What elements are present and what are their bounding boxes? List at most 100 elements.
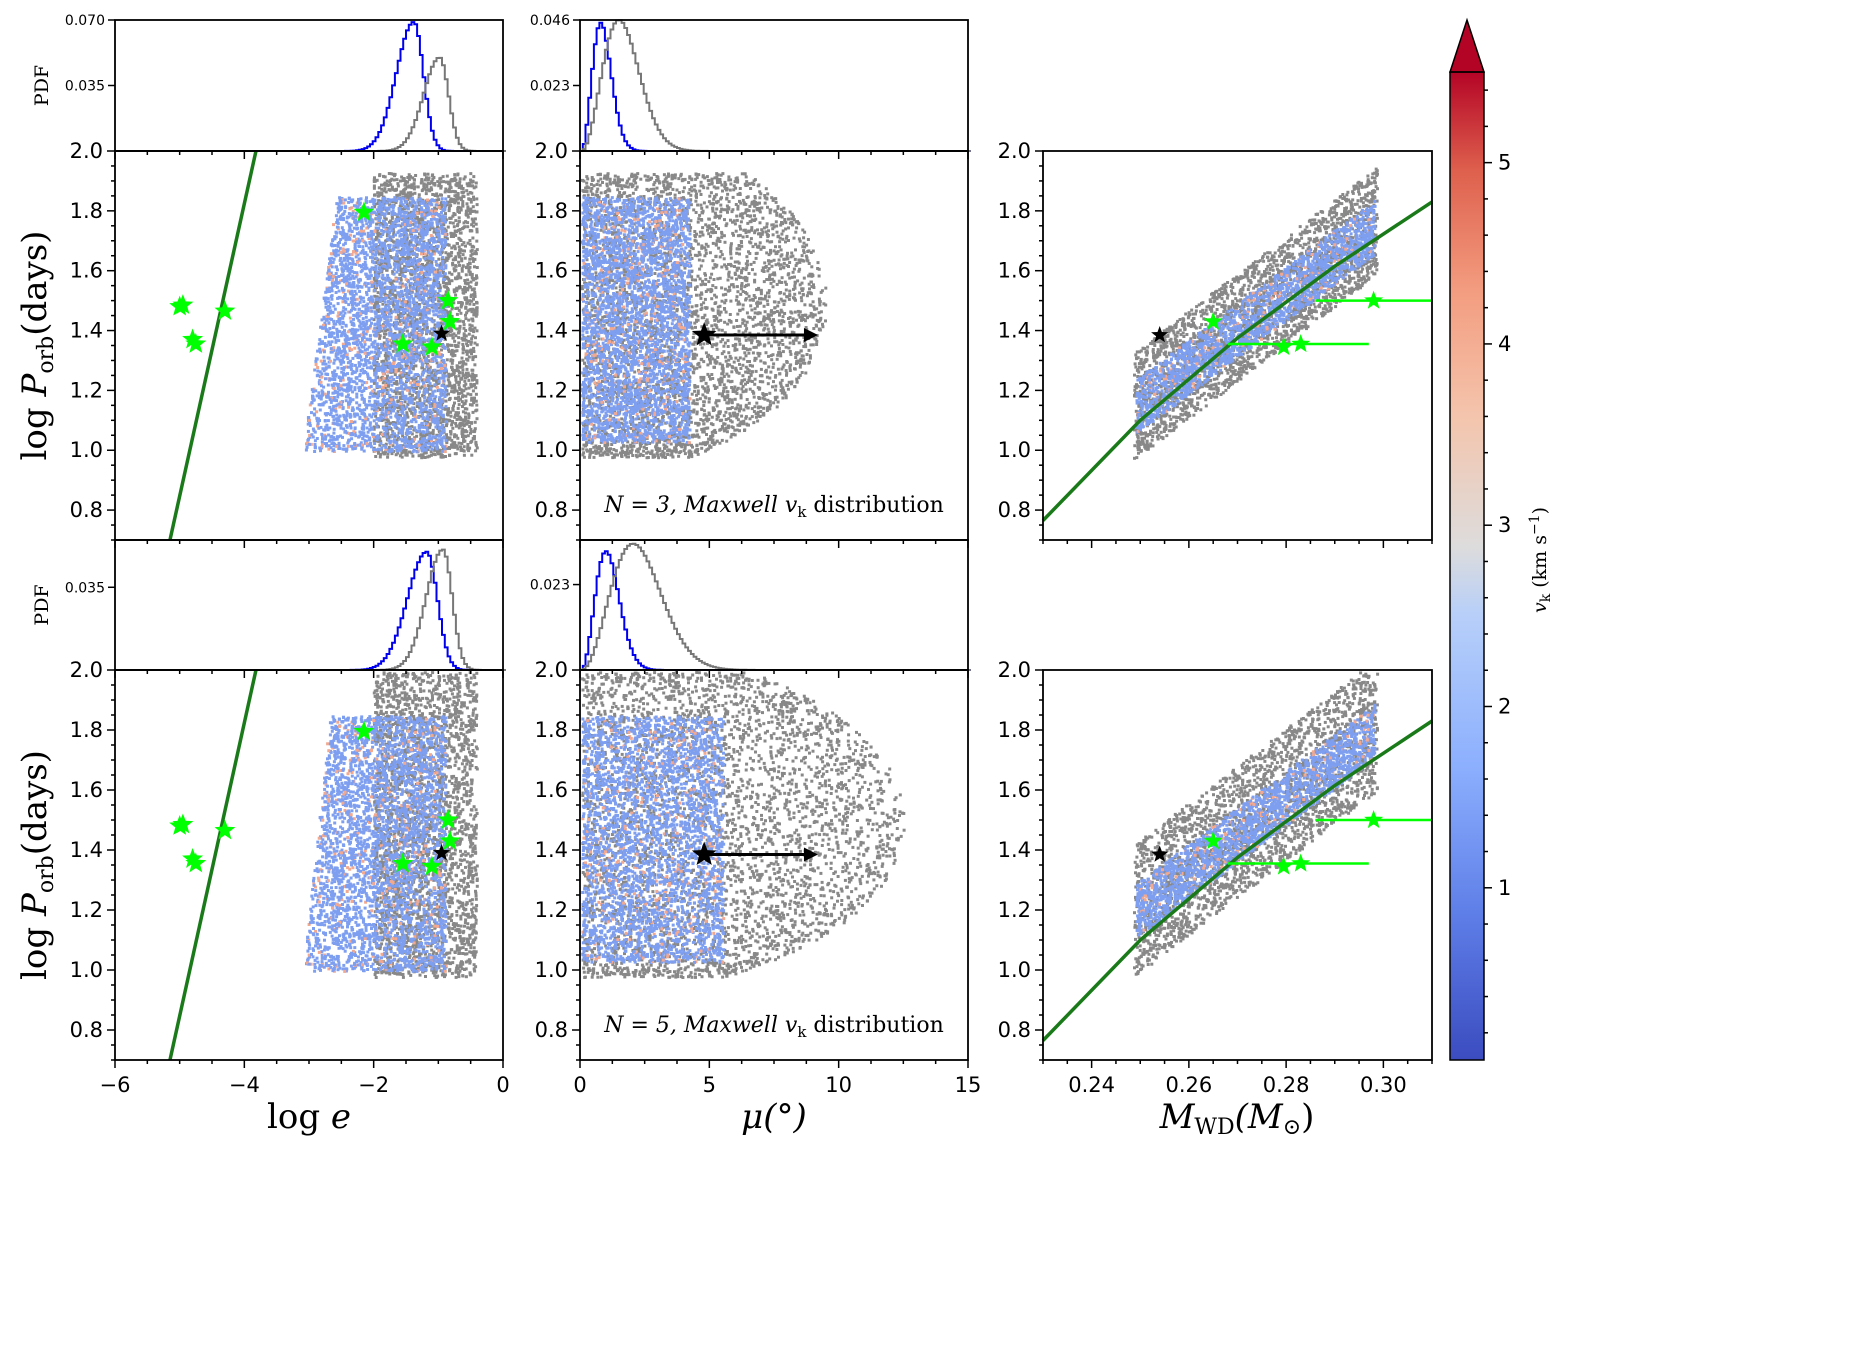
scatter-point (388, 188, 391, 191)
scatter-point (476, 306, 479, 309)
scatter-point (418, 430, 421, 433)
scatter-point (473, 265, 476, 268)
scatter-point (344, 308, 347, 311)
scatter-point (333, 396, 336, 399)
scatter-point (383, 336, 386, 339)
scatter-point (375, 223, 378, 226)
scatter-point (327, 321, 330, 324)
scatter-point (454, 219, 457, 222)
scatter-point (466, 448, 469, 451)
scatter-point (425, 186, 428, 189)
scatter-point (474, 295, 477, 298)
scatter-point (310, 402, 313, 405)
scatter-point (443, 435, 446, 438)
scatter-point (317, 391, 320, 394)
scatter-point (386, 180, 389, 183)
scatter-point (457, 342, 460, 345)
scatter-point (369, 442, 372, 445)
scatter-point (454, 234, 457, 237)
scatter-point (427, 182, 430, 185)
scatter-point (455, 379, 458, 382)
scatter-point (368, 247, 371, 250)
scatter-point (457, 261, 460, 264)
scatter-point (377, 451, 380, 454)
scatter-point (396, 400, 399, 403)
scatter-point (454, 452, 457, 455)
scatter-point (396, 434, 399, 437)
scatter-point (472, 411, 475, 414)
scatter-point (389, 319, 392, 322)
scatter-point (442, 175, 445, 178)
scatter-point (450, 329, 453, 332)
scatter-point (321, 367, 324, 370)
scatter-point (459, 377, 462, 380)
scatter-point (458, 381, 461, 384)
scatter-point (453, 340, 456, 343)
scatter-point (318, 338, 321, 341)
scatter-point (383, 282, 386, 285)
scatter-point (370, 385, 373, 388)
scatter-point (429, 202, 432, 205)
scatter-point (436, 285, 439, 288)
scatter-point (470, 201, 473, 204)
scatter-point (453, 179, 456, 182)
scatter-point (445, 286, 448, 289)
scatter-point (459, 177, 462, 180)
scatter-point (453, 332, 456, 335)
scatter-point (466, 202, 469, 205)
scatter-point (463, 334, 466, 337)
scatter-point (398, 273, 401, 276)
scatter-point (448, 271, 451, 274)
scatter-point (331, 415, 334, 418)
scatter-point (461, 203, 464, 206)
scatter-point (462, 403, 465, 406)
scatter-point (410, 292, 413, 295)
scatter-point (464, 373, 467, 376)
scatter-point (475, 240, 478, 243)
scatter-point (378, 379, 381, 382)
scatter-point (409, 224, 412, 227)
scatter-point (378, 173, 381, 176)
scatter-point (397, 277, 400, 280)
scatter-point (391, 435, 394, 438)
scatter-point (446, 175, 449, 178)
scatter-point (428, 434, 431, 437)
scatter-point (412, 297, 415, 300)
scatter-point (409, 427, 412, 430)
scatter-point (437, 412, 440, 415)
scatter-point (448, 280, 451, 283)
scatter-point (470, 208, 473, 211)
scatter-point (315, 363, 318, 366)
scatter-point (361, 337, 364, 340)
scatter-point (457, 272, 460, 275)
scatter-point (459, 206, 462, 209)
scatter-point (464, 363, 467, 366)
scatter-point (457, 411, 460, 414)
scatter-point (466, 368, 469, 371)
scatter-point (410, 277, 413, 280)
scatter-point (380, 184, 383, 187)
scatter-point (468, 262, 471, 265)
scatter-point (428, 318, 431, 321)
scatter-point (458, 245, 461, 248)
scatter-point (449, 359, 452, 362)
scatter-point (459, 238, 462, 241)
scatter-point (424, 359, 427, 362)
scatter-point (454, 247, 457, 250)
scatter-point (358, 389, 361, 392)
scatter-point (456, 313, 459, 316)
scatter-point (455, 195, 458, 198)
scatter-point (444, 212, 447, 215)
scatter-point (432, 442, 435, 445)
scatter-point (353, 235, 356, 238)
scatter-point (460, 389, 463, 392)
scatter-point (442, 244, 445, 247)
scatter-point (377, 195, 380, 198)
scatter-point (473, 309, 476, 312)
scatter-point (453, 441, 456, 444)
scatter-point (424, 216, 427, 219)
scatter-point (383, 187, 386, 190)
scatter-point (336, 268, 339, 271)
scatter-point (349, 397, 352, 400)
